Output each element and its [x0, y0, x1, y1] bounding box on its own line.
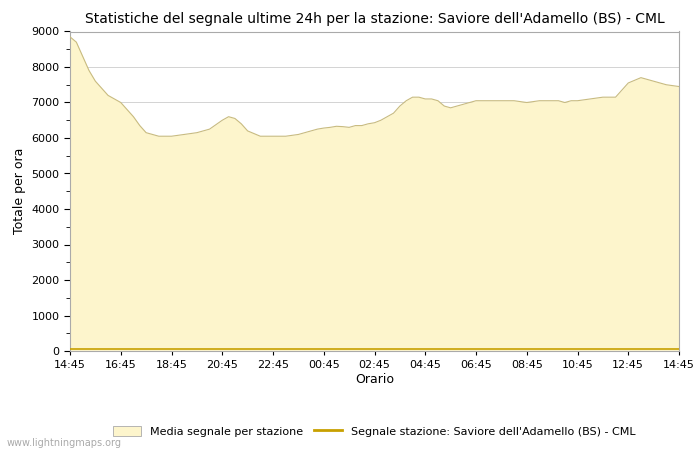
Title: Statistiche del segnale ultime 24h per la stazione: Saviore dell'Adamello (BS) -: Statistiche del segnale ultime 24h per l… [85, 12, 664, 26]
Legend: Media segnale per stazione, Segnale stazione: Saviore dell'Adamello (BS) - CML: Media segnale per stazione, Segnale staz… [109, 422, 640, 441]
Y-axis label: Totale per ora: Totale per ora [13, 148, 26, 234]
X-axis label: Orario: Orario [355, 373, 394, 386]
Text: www.lightningmaps.org: www.lightningmaps.org [7, 438, 122, 448]
